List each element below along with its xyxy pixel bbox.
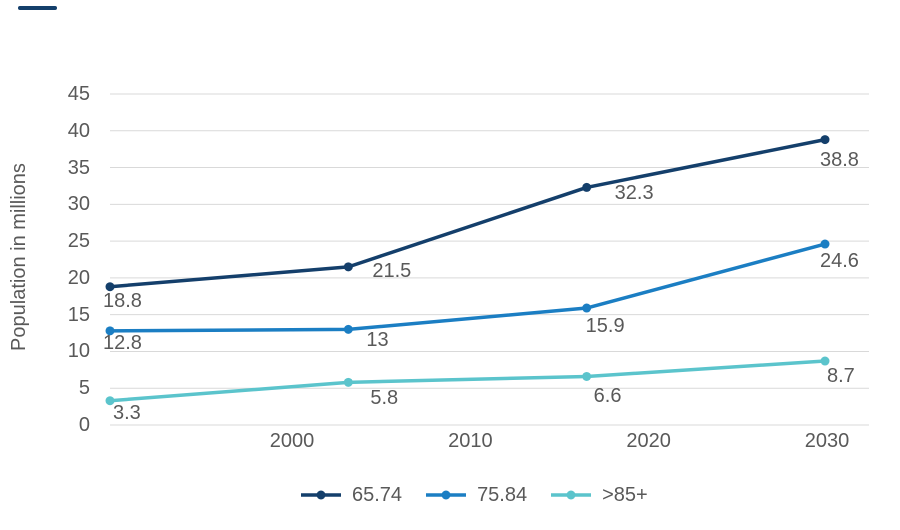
data-label-series-2: 8.7 — [827, 365, 855, 387]
data-point-series-0 — [582, 182, 592, 192]
legend-label-75-84: 75.84 — [477, 484, 528, 506]
data-label-series-2: 3.3 — [113, 401, 141, 424]
y-tick-label: 40 — [67, 119, 90, 142]
data-label-series-1: 12.8 — [103, 331, 142, 354]
legend-item-65-74[interactable]: 65.74 — [300, 483, 402, 507]
data-point-series-2 — [582, 371, 592, 381]
y-tick-label: 30 — [67, 193, 90, 216]
series-line-0 — [108, 137, 827, 289]
legend-item-85-plus[interactable]: >85+ — [550, 483, 648, 507]
y-tick-label: 5 — [78, 377, 90, 400]
x-tick-label: 2020 — [626, 430, 671, 452]
data-point-series-2 — [820, 356, 830, 366]
data-label-series-0: 21.5 — [372, 259, 412, 282]
data-point-series-0 — [820, 135, 830, 145]
legend-marker-85-plus-icon — [551, 490, 592, 500]
legend: 65.74 75.84 >85+ — [300, 483, 648, 507]
x-tick-label: 2030 — [804, 430, 850, 452]
series-line-2 — [108, 359, 827, 403]
legend-marker-75-84-icon — [426, 490, 467, 500]
data-label-series-0: 32.3 — [614, 182, 654, 205]
data-label-series-1: 24.6 — [820, 250, 859, 273]
legend-item-75-84[interactable]: 75.84 — [425, 483, 527, 507]
data-point-series-2 — [105, 396, 115, 406]
data-label-series-0: 38.8 — [820, 148, 859, 171]
data-point-series-0 — [343, 262, 353, 272]
y-tick-label: 0 — [78, 414, 90, 436]
data-point-series-1 — [343, 324, 353, 334]
brand-accent-dash — [18, 6, 57, 10]
legend-label-65-74: 65.74 — [352, 484, 403, 506]
x-tick-label: 2000 — [269, 430, 315, 452]
data-point-series-2 — [343, 377, 353, 387]
y-tick-label: 45 — [67, 83, 90, 105]
data-point-series-1 — [582, 303, 592, 313]
data-label-series-1: 15.9 — [585, 315, 625, 338]
y-tick-label: 15 — [67, 303, 90, 326]
data-point-series-0 — [105, 282, 115, 292]
y-tick-label: 35 — [67, 156, 90, 179]
y-tick-label: 10 — [67, 340, 90, 363]
data-label-series-0: 18.8 — [103, 289, 142, 312]
y-tick-label: 20 — [67, 266, 90, 289]
data-point-series-1 — [105, 326, 115, 336]
legend-label-85-plus: >85+ — [602, 484, 648, 506]
data-label-series-2: 5.8 — [370, 387, 399, 410]
data-label-series-1: 13 — [366, 329, 389, 352]
y-tick-label: 25 — [67, 230, 90, 253]
series-line-1 — [108, 242, 827, 333]
legend-marker-65-74-icon — [301, 490, 341, 500]
data-label-series-2: 6.6 — [593, 385, 622, 408]
data-point-series-1 — [820, 239, 830, 249]
x-tick-label: 2010 — [448, 430, 493, 452]
